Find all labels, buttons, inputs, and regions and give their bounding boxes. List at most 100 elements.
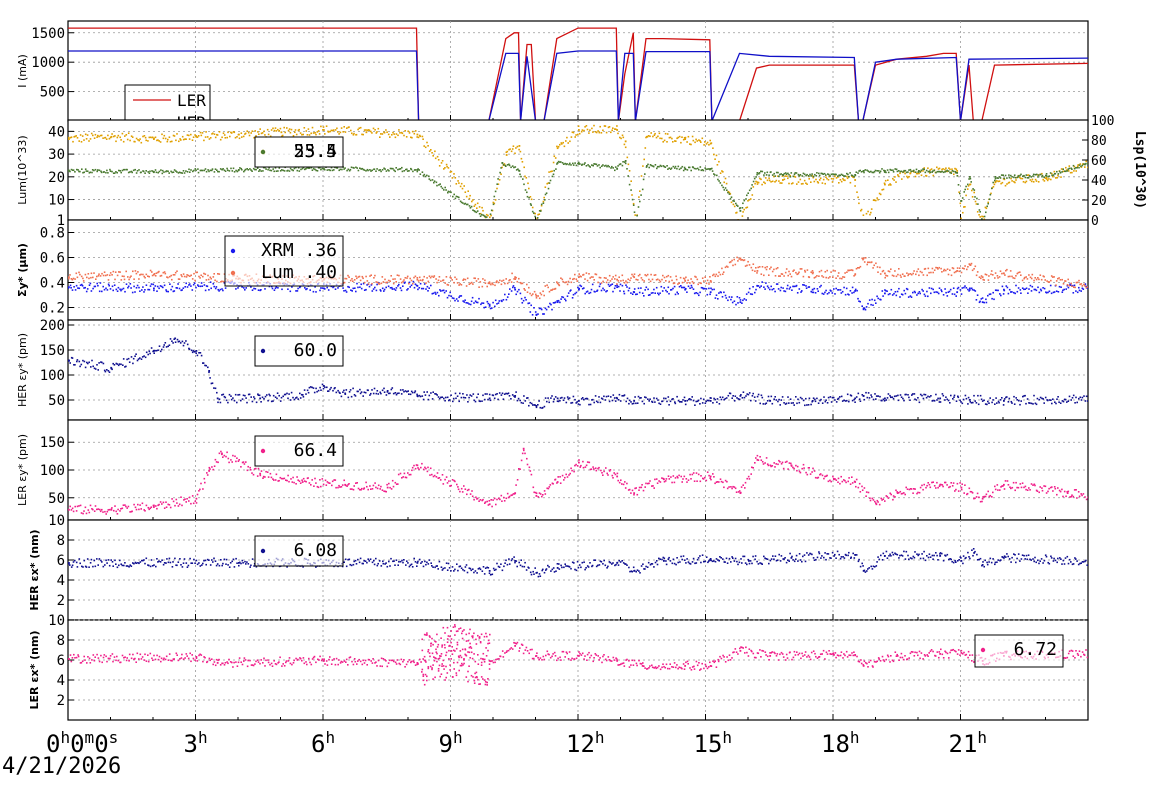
data-point (525, 299, 527, 301)
data-point (987, 295, 989, 297)
data-point (816, 175, 818, 177)
data-point (356, 482, 358, 484)
data-point (1031, 176, 1033, 178)
data-point (745, 265, 747, 267)
data-point (275, 396, 277, 398)
data-point (781, 182, 783, 184)
data-point (212, 133, 214, 135)
data-point (97, 369, 99, 371)
data-point (105, 513, 107, 515)
data-point (385, 491, 387, 493)
data-point (806, 183, 808, 185)
data-point (187, 344, 189, 346)
data-point (682, 282, 684, 284)
data-point (334, 387, 336, 389)
data-point (567, 142, 569, 144)
data-point (648, 400, 650, 402)
data-point (191, 350, 193, 352)
data-point (260, 401, 262, 403)
data-point (842, 291, 844, 293)
data-point (284, 132, 286, 134)
data-point (448, 284, 450, 286)
data-point (718, 272, 720, 274)
data-point (896, 395, 898, 397)
data-point (517, 146, 519, 148)
data-point (713, 274, 715, 276)
data-point (326, 287, 328, 289)
data-point (469, 205, 471, 207)
data-point (415, 130, 417, 132)
data-point (825, 290, 827, 292)
data-point (108, 284, 110, 286)
data-point (440, 280, 442, 282)
data-point (732, 395, 734, 397)
data-point (513, 167, 515, 169)
data-point (478, 278, 480, 280)
data-point (1066, 401, 1068, 403)
data-point (616, 125, 618, 127)
data-point (491, 307, 493, 309)
data-point (812, 400, 814, 402)
data-point (380, 171, 382, 173)
data-point (144, 135, 146, 137)
data-point (337, 287, 339, 289)
data-point (91, 172, 93, 174)
data-point (173, 501, 175, 503)
data-point (388, 483, 390, 485)
data-point (200, 352, 202, 354)
data-point (1000, 177, 1002, 179)
data-point (886, 399, 888, 401)
data-point (960, 289, 962, 291)
data-point (307, 134, 309, 136)
data-point (706, 143, 708, 145)
data-point (127, 139, 129, 141)
data-point (848, 401, 850, 403)
data-point (1033, 280, 1035, 282)
data-point (639, 292, 641, 294)
data-point (754, 178, 756, 180)
data-point (854, 185, 856, 187)
data-point (240, 466, 242, 468)
data-point (446, 164, 448, 166)
data-point (1058, 173, 1060, 175)
data-point (268, 134, 270, 136)
data-point (372, 290, 374, 292)
data-point (706, 283, 708, 285)
data-point (783, 402, 785, 404)
data-point (680, 167, 682, 169)
data-point (314, 478, 316, 480)
data-point (386, 282, 388, 284)
data-point (522, 161, 524, 163)
data-point (423, 288, 425, 290)
data-point (655, 274, 657, 276)
data-point (936, 167, 938, 169)
data-point (428, 281, 430, 283)
data-point (126, 169, 128, 171)
data-point (686, 282, 688, 284)
data-point (277, 170, 279, 172)
data-point (98, 273, 100, 275)
data-point (444, 400, 446, 402)
data-point (518, 278, 520, 280)
data-point (495, 300, 497, 302)
data-point (165, 138, 167, 140)
data-point (879, 396, 881, 398)
data-point (976, 203, 978, 205)
data-point (407, 131, 409, 133)
data-point (964, 189, 966, 191)
data-point (947, 295, 949, 297)
data-point (719, 403, 721, 405)
data-point (109, 169, 111, 171)
data-point (620, 479, 622, 481)
data-point (521, 402, 523, 404)
data-point (290, 132, 292, 134)
data-point (194, 351, 196, 353)
data-point (176, 270, 178, 272)
data-point (465, 191, 467, 193)
data-point (219, 453, 221, 455)
data-point (432, 391, 434, 393)
data-point (387, 390, 389, 392)
data-point (348, 287, 350, 289)
data-point (455, 198, 457, 200)
data-point (731, 397, 733, 399)
